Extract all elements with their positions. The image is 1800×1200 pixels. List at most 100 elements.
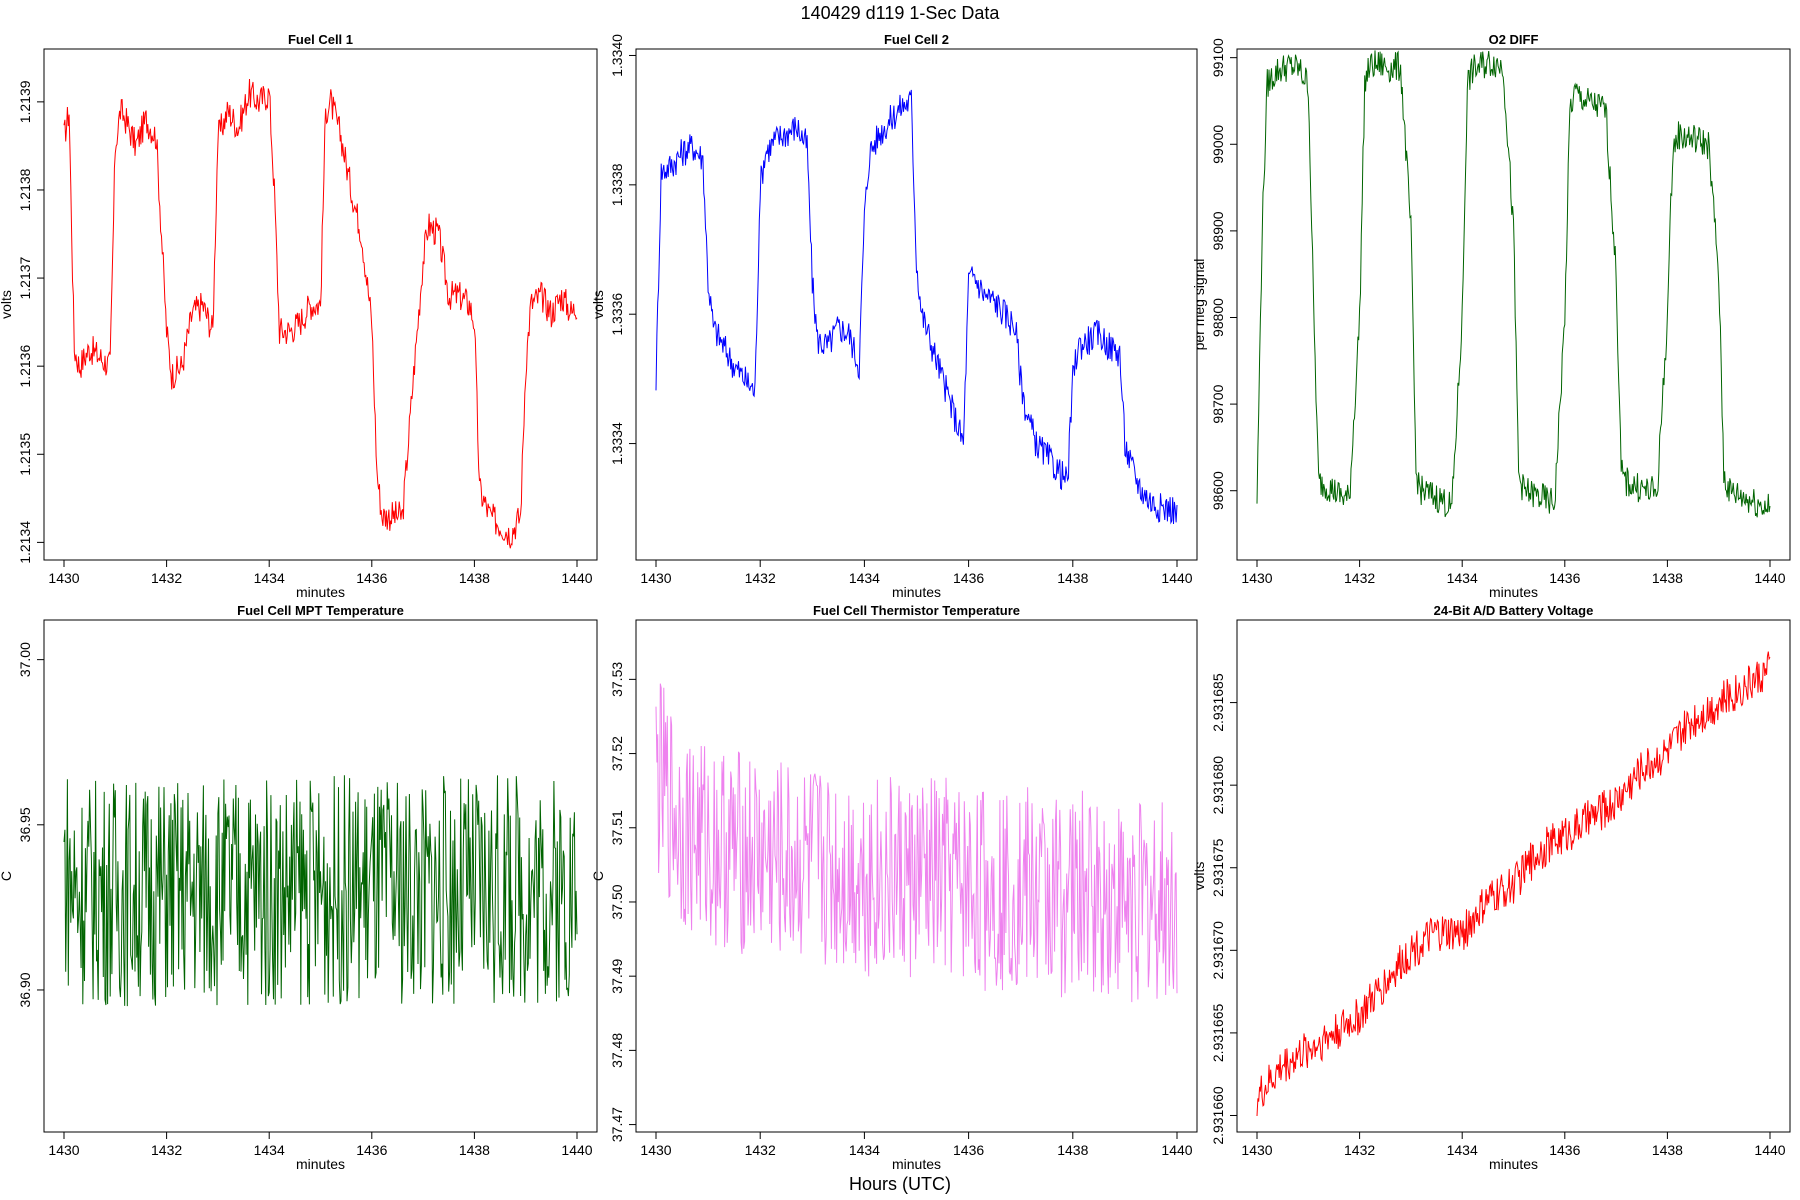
y-tick-label: 37.53 (609, 662, 625, 697)
y-axis-label: per meg signal (1191, 259, 1207, 351)
series-line (63, 775, 578, 1007)
x-tick-label: 1430 (48, 570, 79, 586)
y-tick-label: 1.2136 (17, 345, 33, 388)
panel-title: O2 DIFF (1489, 32, 1539, 47)
y-tick-label: 37.48 (609, 1033, 625, 1068)
y-tick-label: 1.3334 (609, 422, 625, 465)
x-tick-label: 1432 (745, 1142, 776, 1158)
y-tick-label: 1.2139 (17, 80, 33, 123)
x-tick-label: 1434 (1447, 570, 1478, 586)
x-tick-label: 1438 (459, 570, 490, 586)
x-axis-label: minutes (296, 1156, 345, 1172)
x-tick-label: 1436 (953, 570, 984, 586)
panel-title: 24-Bit A/D Battery Voltage (1434, 603, 1594, 618)
y-tick-label: 37.49 (609, 958, 625, 993)
x-tick-label: 1440 (561, 1142, 592, 1158)
x-tick-label: 1430 (640, 1142, 671, 1158)
figure-xlabel: Hours (UTC) (849, 1174, 951, 1194)
y-tick-label: 36.90 (17, 972, 33, 1007)
x-tick-label: 1440 (1161, 1142, 1192, 1158)
x-axis-label: minutes (892, 584, 941, 600)
x-tick-label: 1436 (1549, 570, 1580, 586)
x-tick-label: 1434 (849, 570, 880, 586)
x-tick-label: 1430 (640, 570, 671, 586)
plot-frame (635, 48, 1198, 561)
y-tick-label: 1.2137 (17, 256, 33, 299)
panel-3: O2 DIFF 1430 1432 1434 1436 1438 1440 minutes 98… (1191, 32, 1791, 600)
panel-title: Fuel Cell MPT Temperature (237, 603, 404, 618)
x-tick-label: 1430 (48, 1142, 79, 1158)
y-tick-label: 1.3338 (609, 163, 625, 206)
panel-title: Fuel Cell 1 (288, 32, 353, 47)
x-tick-label: 1434 (849, 1142, 880, 1158)
figure-title: 140429 d119 1-Sec Data (801, 3, 1001, 23)
y-tick-label: 37.47 (609, 1107, 625, 1142)
y-tick-label: 37.00 (17, 642, 33, 677)
y-tick-label: 37.51 (609, 810, 625, 845)
x-tick-label: 1434 (254, 570, 285, 586)
y-tick-label: 99100 (1210, 38, 1226, 77)
series-line (655, 683, 1178, 1003)
x-axis-label: minutes (1489, 584, 1538, 600)
x-tick-label: 1438 (459, 1142, 490, 1158)
series-line (655, 89, 1178, 525)
y-tick-label: 2.931665 (1210, 1003, 1226, 1062)
x-tick-label: 1438 (1652, 1142, 1683, 1158)
y-tick-label: 2.931675 (1210, 838, 1226, 897)
y-tick-label: 1.2138 (17, 168, 33, 211)
plot-frame (1236, 48, 1791, 561)
x-tick-label: 1440 (1754, 570, 1785, 586)
x-tick-label: 1440 (1754, 1142, 1785, 1158)
y-tick-label: 2.931670 (1210, 921, 1226, 980)
x-tick-label: 1436 (953, 1142, 984, 1158)
y-tick-label: 37.50 (609, 884, 625, 919)
y-tick-label: 1.2135 (17, 433, 33, 476)
x-tick-label: 1438 (1652, 570, 1683, 586)
series-line (1256, 651, 1771, 1117)
x-tick-label: 1432 (151, 1142, 182, 1158)
panel-6: 24-Bit A/D Battery Voltage 1430 1432 1434 14… (1191, 603, 1791, 1172)
y-tick-label: 1.3336 (609, 293, 625, 336)
panel-title: Fuel Cell Thermistor Temperature (813, 603, 1020, 618)
y-tick-label: 36.95 (17, 807, 33, 842)
x-tick-label: 1438 (1057, 570, 1088, 586)
x-tick-label: 1440 (1161, 570, 1192, 586)
x-tick-label: 1434 (1447, 1142, 1478, 1158)
x-tick-label: 1436 (1549, 1142, 1580, 1158)
x-tick-label: 1432 (745, 570, 776, 586)
x-tick-label: 1436 (356, 1142, 387, 1158)
y-tick-label: 99000 (1210, 125, 1226, 164)
x-tick-label: 1430 (1241, 1142, 1272, 1158)
panel-2: Fuel Cell 2 1430 1432 1434 1436 1438 1440 minut… (590, 32, 1198, 600)
y-tick-label: 37.52 (609, 736, 625, 771)
y-tick-label: 2.931685 (1210, 673, 1226, 732)
panel-1: Fuel Cell 1 1430 1432 1434 1436 1438 1440 minut… (0, 32, 598, 600)
x-tick-label: 1440 (561, 570, 592, 586)
x-tick-label: 1434 (254, 1142, 285, 1158)
x-tick-label: 1438 (1057, 1142, 1088, 1158)
panel-5: Fuel Cell Thermistor Temperature 1430 1432… (590, 603, 1198, 1172)
y-tick-label: 98900 (1210, 211, 1226, 250)
y-tick-label: 1.2134 (17, 521, 33, 564)
x-tick-label: 1432 (151, 570, 182, 586)
plot-frame (43, 48, 598, 561)
y-tick-label: 98800 (1210, 298, 1226, 337)
panels: Fuel Cell 1 1430 1432 1434 1436 1438 1440 minut… (0, 32, 1791, 1172)
x-tick-label: 1430 (1241, 570, 1272, 586)
x-tick-label: 1436 (356, 570, 387, 586)
panel-4: Fuel Cell MPT Temperature 1430 1432 1434 143… (0, 603, 598, 1172)
y-tick-label: 2.931660 (1210, 1086, 1226, 1145)
y-axis-label: volts (590, 290, 606, 319)
x-tick-label: 1432 (1344, 570, 1375, 586)
plot-frame (635, 619, 1198, 1133)
y-axis-label: volts (1191, 862, 1207, 891)
x-tick-label: 1432 (1344, 1142, 1375, 1158)
y-tick-label: 1.3340 (609, 34, 625, 77)
plot-frame (43, 619, 598, 1133)
x-axis-label: minutes (892, 1156, 941, 1172)
x-axis-label: minutes (296, 584, 345, 600)
y-tick-label: 98700 (1210, 384, 1226, 423)
y-axis-label: volts (0, 290, 14, 319)
y-tick-label: 98600 (1210, 471, 1226, 510)
